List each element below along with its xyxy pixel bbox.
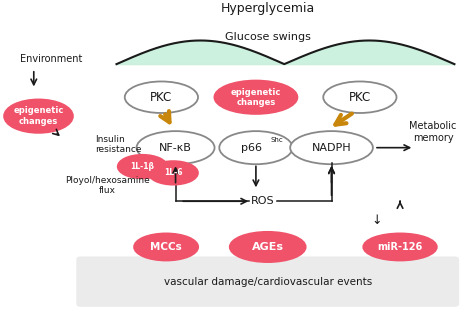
- Text: NADPH: NADPH: [312, 143, 351, 153]
- Text: epigenetic
changes: epigenetic changes: [13, 107, 64, 126]
- Text: ROS: ROS: [251, 196, 275, 206]
- Ellipse shape: [4, 100, 73, 133]
- Text: Shc: Shc: [271, 137, 283, 143]
- Text: 1L-1β: 1L-1β: [130, 162, 155, 171]
- Ellipse shape: [219, 131, 292, 164]
- Text: Glucose swings: Glucose swings: [225, 32, 310, 42]
- Ellipse shape: [137, 131, 215, 164]
- Ellipse shape: [323, 81, 397, 113]
- Text: Insulin
resistance: Insulin resistance: [95, 135, 142, 154]
- Text: AGEs: AGEs: [252, 242, 284, 252]
- FancyBboxPatch shape: [76, 256, 459, 307]
- Ellipse shape: [364, 234, 437, 260]
- Text: p66: p66: [241, 143, 262, 153]
- Ellipse shape: [125, 81, 198, 113]
- Text: Ployol/hexosamine
flux: Ployol/hexosamine flux: [64, 176, 149, 195]
- Ellipse shape: [230, 232, 306, 262]
- Text: PKC: PKC: [150, 91, 173, 104]
- Ellipse shape: [215, 81, 297, 114]
- Text: MCCs: MCCs: [150, 242, 182, 252]
- Ellipse shape: [134, 234, 198, 260]
- Ellipse shape: [290, 131, 373, 164]
- Text: 1L-6: 1L-6: [164, 168, 182, 178]
- Text: ↓: ↓: [371, 214, 382, 227]
- Text: miR-126: miR-126: [377, 242, 423, 252]
- Text: Metabolic
memory: Metabolic memory: [410, 121, 457, 143]
- Ellipse shape: [118, 155, 167, 178]
- Text: vascular damage/cardiovascular events: vascular damage/cardiovascular events: [164, 277, 372, 287]
- Text: NF-κB: NF-κB: [159, 143, 192, 153]
- Text: epigenetic
changes: epigenetic changes: [231, 87, 281, 107]
- Text: PKC: PKC: [349, 91, 371, 104]
- Ellipse shape: [148, 161, 198, 185]
- Text: Environment: Environment: [19, 55, 82, 64]
- Text: Hyperglycemia: Hyperglycemia: [220, 3, 315, 16]
